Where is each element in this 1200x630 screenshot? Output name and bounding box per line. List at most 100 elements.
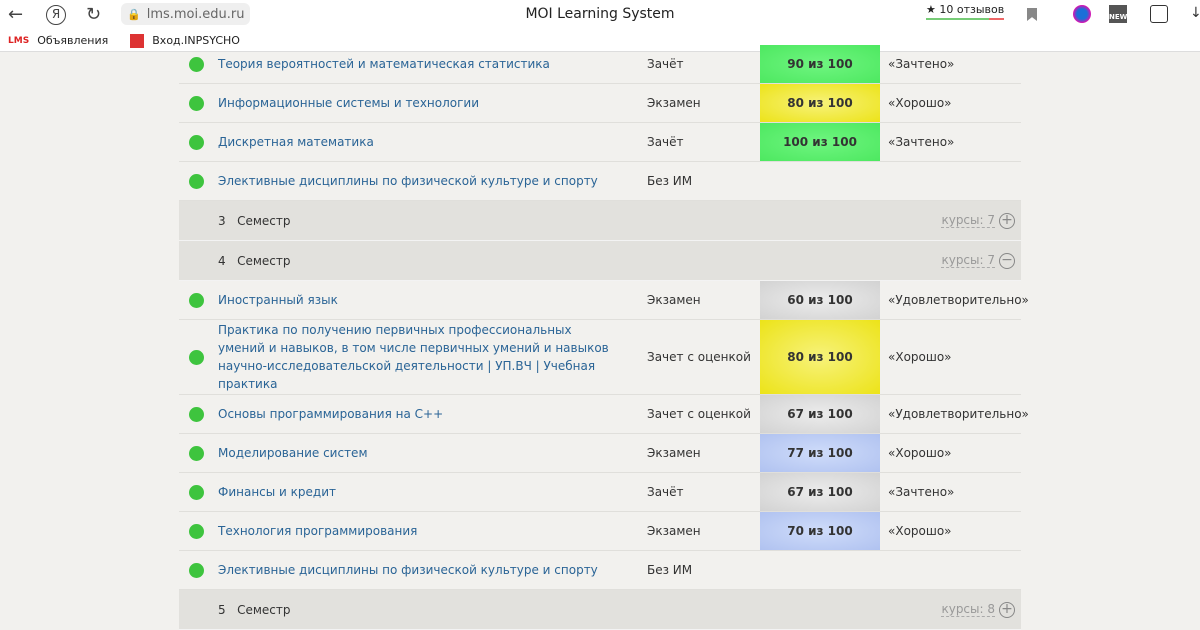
course-row: Финансы и кредит Зачёт 67 из 100 «Зачтено» [179, 473, 1021, 512]
assessment-type: Без ИМ [647, 563, 693, 577]
grade-score: 60 из 100 [760, 281, 880, 319]
semester-text: Семестр [237, 213, 291, 228]
bookmarks-bar: LMS Объявления Вход.INPSYCHO [0, 30, 1200, 52]
new-extension-icon[interactable]: NEW [1109, 5, 1127, 23]
course-link[interactable]: Моделирование систем [218, 446, 368, 460]
semester-header-4[interactable]: 4 Семестр курсы: 7− [179, 241, 1021, 281]
grade-result: «Хорошо» [888, 446, 952, 460]
grade-result: «Хорошо» [888, 350, 952, 364]
grade-score: 67 из 100 [760, 395, 880, 433]
course-row: Элективные дисциплины по физической куль… [179, 551, 1021, 590]
semester-number: 5 [218, 602, 226, 617]
assessment-type: Зачёт [647, 135, 684, 149]
course-link[interactable]: Дискретная математика [218, 135, 374, 149]
grades-table: Теория вероятностей и математическая ста… [179, 45, 1029, 630]
course-row: Дискретная математика Зачёт 100 из 100 «Зач… [179, 123, 1021, 162]
grade-result: «Зачтено» [888, 485, 955, 499]
grade-score: 77 из 100 [760, 434, 880, 472]
grade-result: «Зачтено» [888, 135, 955, 149]
status-dot-icon [189, 95, 204, 111]
grade-result: «Хорошо» [888, 524, 952, 538]
lms-icon: LMS [8, 35, 30, 46]
alice-icon[interactable] [1073, 5, 1091, 23]
semester-header-5[interactable]: 5 Семестр курсы: 8 + [179, 590, 1021, 630]
course-count[interactable]: курсы: 7 [941, 252, 995, 268]
assessment-type: Экзамен [647, 446, 701, 460]
bookmark-icon[interactable] [1027, 8, 1037, 21]
grade-score: 67 из 100 [760, 473, 880, 511]
grade-score: 90 из 100 [760, 45, 880, 83]
grade-result: «Удовлетворительно» [888, 407, 1029, 421]
status-dot-icon [189, 349, 204, 365]
assessment-type: Экзамен [647, 293, 701, 307]
grade-result: «Удовлетворительно» [888, 293, 1029, 307]
course-link[interactable]: Финансы и кредит [218, 485, 337, 499]
extensions-icon[interactable] [1150, 5, 1168, 23]
course-link[interactable]: Технология программирования [218, 524, 418, 538]
reload-icon[interactable]: ↻ [86, 4, 102, 25]
status-dot-icon [189, 406, 204, 422]
course-row: Элективные дисциплины по физической куль… [179, 162, 1021, 201]
grade-result: «Хорошо» [888, 96, 952, 110]
semester-label: 4 Семестр [218, 254, 291, 268]
course-link[interactable]: Иностранный язык [218, 293, 338, 307]
course-link[interactable]: Элективные дисциплины по физической куль… [218, 563, 598, 577]
bookmark-label: Вход.INPSYCHO [152, 34, 240, 47]
bookmark-label: Объявления [37, 34, 109, 47]
assessment-type: Зачет с оценкой [647, 407, 751, 421]
semester-header-3[interactable]: 3 Семестр курсы: 7 + [179, 201, 1021, 241]
course-row: Теория вероятностей и математическая ста… [179, 45, 1021, 84]
assessment-type: Зачет с оценкой [647, 350, 751, 364]
grade-score: 100 из 100 [760, 123, 880, 161]
status-dot-icon [189, 292, 204, 308]
status-dot-icon [189, 523, 204, 539]
course-count[interactable]: курсы: 7 [941, 212, 995, 228]
download-icon[interactable]: ↓ [1190, 5, 1200, 21]
bookmark-announcements[interactable]: LMS Объявления [8, 34, 108, 47]
semester-text: Семестр [237, 602, 291, 617]
collapse-minus-icon[interactable]: − [999, 252, 1015, 269]
grade-result: «Зачтено» [888, 57, 955, 71]
semester-label: 3 Семестр [218, 214, 291, 228]
inpsycho-icon [130, 33, 145, 48]
course-row: Основы программирования на С++ Зачет с оц… [179, 395, 1029, 434]
back-icon[interactable]: ← [8, 4, 24, 25]
assessment-type: Зачёт [647, 485, 684, 499]
course-link[interactable]: Теория вероятностей и математическая ста… [218, 57, 550, 71]
bookmark-inpsycho[interactable]: Вход.INPSYCHO [130, 33, 240, 48]
course-row: Моделирование систем Экзамен 77 из 100 «Хор… [179, 434, 1021, 473]
assessment-type: Экзамен [647, 96, 701, 110]
expand-plus-icon[interactable]: + [999, 601, 1015, 618]
status-dot-icon [189, 173, 204, 189]
assessment-type: Зачёт [647, 57, 684, 71]
course-row: Информационные системы и технологии Экзам… [179, 84, 1021, 123]
course-count[interactable]: курсы: 8 [941, 601, 995, 617]
course-row: Иностранный язык Экзамен 60 из 100 «Удовлет… [179, 281, 1029, 320]
course-link[interactable]: Практика по получению первичных професси… [218, 323, 609, 391]
course-link[interactable]: Элективные дисциплины по физической куль… [218, 174, 598, 188]
course-row: Практика по получению первичных професси… [179, 320, 1021, 395]
address-bar[interactable]: 🔒 lms.moi.edu.ru [121, 3, 251, 25]
course-row: Технология программирования Экзамен 70 из … [179, 512, 1021, 551]
semester-text: Семестр [237, 253, 291, 268]
assessment-type: Без ИМ [647, 174, 693, 188]
course-link[interactable]: Основы программирования на С++ [218, 407, 444, 421]
grade-score: 80 из 100 [760, 84, 880, 122]
url-text: lms.moi.edu.ru [146, 6, 245, 22]
status-dot-icon [189, 445, 204, 461]
grade-score: 80 из 100 [760, 320, 880, 394]
course-link[interactable]: Информационные системы и технологии [218, 96, 480, 110]
status-dot-icon [189, 562, 204, 578]
lock-icon: 🔒 [127, 7, 141, 21]
semester-label: 5 Семестр [218, 603, 291, 617]
yandex-icon[interactable]: Я [46, 5, 66, 25]
browser-toolbar: ← Я ↻ 🔒 lms.moi.edu.ru MOI Learning Syste… [0, 0, 1200, 30]
status-dot-icon [189, 484, 204, 500]
grade-score: 70 из 100 [760, 512, 880, 550]
status-dot-icon [189, 56, 204, 72]
semester-number: 3 [218, 213, 226, 228]
reviews-button[interactable]: ★ 10 отзывов [926, 3, 1005, 20]
assessment-type: Экзамен [647, 524, 701, 538]
expand-plus-icon[interactable]: + [999, 212, 1015, 229]
semester-number: 4 [218, 253, 226, 268]
